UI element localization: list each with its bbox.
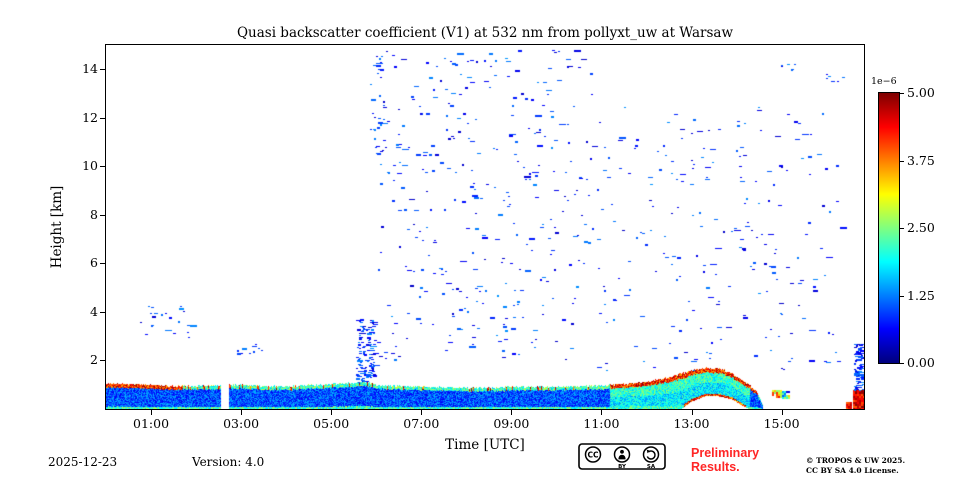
sa-icon	[642, 446, 660, 463]
y-tick-label: 8	[90, 206, 98, 222]
copyright-line1: © TROPOS & UW 2025.	[806, 456, 906, 465]
by-icon	[613, 446, 631, 463]
colorbar-tick-label: 0.00	[907, 355, 935, 370]
copyright-line2: CC BY SA 4.0 License.	[806, 465, 899, 475]
colorbar-tick-mark	[900, 93, 904, 94]
y-tick-mark	[100, 360, 105, 362]
cc-icon	[584, 446, 602, 463]
colorbar-tick-label: 3.75	[907, 152, 935, 168]
heatmap-canvas	[106, 45, 864, 409]
y-tick-label: 10	[82, 158, 98, 174]
x-tick-mark	[151, 410, 153, 415]
x-tick-label: 05:00	[313, 416, 350, 431]
y-tick-label: 12	[82, 109, 98, 125]
y-axis-label: Height [km]	[49, 185, 65, 269]
x-tick-label: 13:00	[673, 416, 710, 431]
colorbar-canvas	[879, 93, 899, 363]
y-tick-label: 6	[90, 255, 98, 271]
x-tick-label: 03:00	[223, 416, 260, 431]
colorbar-tick-label: 1.25	[907, 287, 935, 303]
y-tick-mark	[100, 166, 105, 168]
y-tick-mark	[100, 311, 105, 313]
sa-arrow	[646, 450, 656, 460]
colorbar	[878, 92, 900, 364]
preliminary-line1: Preliminary	[691, 446, 760, 460]
chart-title: Quasi backscatter coefficient (V1) at 53…	[236, 25, 734, 41]
x-tick-label: 09:00	[493, 416, 530, 431]
colorbar-tick-mark	[900, 160, 904, 162]
cc-by-sa-badge: CC BY SA	[578, 443, 666, 470]
y-tick-mark	[100, 117, 105, 119]
sa-label: SA	[647, 464, 656, 470]
date-label: 2025-12-23	[48, 455, 118, 469]
x-tick-label: 01:00	[133, 416, 170, 431]
x-tick-label: 11:00	[583, 416, 620, 431]
x-tick-mark	[331, 410, 333, 415]
colorbar-tick-mark	[900, 228, 904, 229]
by-label: BY	[618, 464, 627, 470]
version-label: Version: 4.0	[192, 455, 265, 469]
y-tick-mark	[100, 214, 105, 216]
preliminary-results-note: Preliminary Results.	[691, 446, 759, 474]
y-tick-label: 14	[82, 61, 98, 77]
by-person-head	[620, 449, 624, 454]
colorbar-scale-label: 1e−6	[871, 76, 897, 87]
colorbar-tick-label: 2.50	[907, 220, 935, 235]
x-tick-mark	[691, 410, 693, 415]
x-tick-mark	[421, 410, 423, 415]
x-tick-label: 07:00	[403, 416, 440, 431]
y-tick-mark	[100, 69, 105, 71]
by-person-body	[618, 454, 626, 460]
x-tick-mark	[241, 410, 243, 415]
x-tick-mark	[601, 410, 603, 415]
copyright-note: © TROPOS & UW 2025. CC BY SA 4.0 License…	[806, 456, 905, 475]
x-tick-mark	[511, 410, 513, 415]
y-tick-mark	[100, 263, 105, 265]
x-axis-label: Time [UTC]	[445, 437, 525, 453]
y-tick-label: 4	[90, 303, 98, 319]
x-tick-label: 15:00	[763, 416, 800, 431]
colorbar-tick-mark	[900, 363, 904, 364]
cc-icon-letters: CC	[587, 450, 599, 459]
colorbar-tick-mark	[900, 295, 904, 297]
y-tick-label: 2	[90, 352, 98, 368]
plot-area	[105, 44, 865, 410]
colorbar-tick-label: 5.00	[907, 85, 935, 100]
x-tick-mark	[781, 410, 783, 415]
preliminary-line2: Results.	[691, 460, 740, 474]
